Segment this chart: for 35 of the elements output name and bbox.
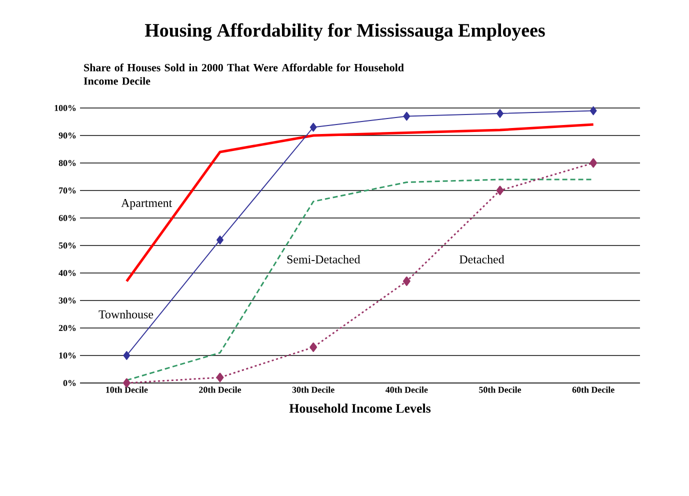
- y-tick-label: 100%: [54, 104, 76, 112]
- series-label: Townhouse: [98, 310, 154, 318]
- y-tick-label: 90%: [58, 132, 76, 139]
- series-label: Semi-Detached: [287, 255, 360, 264]
- x-tick-label: 60th Decile: [572, 386, 614, 393]
- point: [216, 372, 224, 382]
- point: [403, 112, 410, 121]
- x-tick-label: 30th Decile: [292, 386, 334, 393]
- y-tick-label: 10%: [59, 352, 76, 359]
- y-tick-label: 50%: [58, 242, 76, 249]
- chart-subtitle: Share of Houses Sold in 2000 That Were Affordable for Household Income Decile: [84, 64, 404, 85]
- y-tick-label: 30%: [58, 297, 76, 304]
- series-label: Apartment: [121, 199, 172, 210]
- x-tick-label: 50th Decile: [479, 386, 522, 393]
- point: [590, 106, 597, 116]
- point: [496, 186, 504, 196]
- point: [216, 236, 224, 244]
- y-tick-label: 70%: [59, 187, 76, 194]
- x-axis-title: Household Income Levels: [289, 404, 431, 413]
- point: [496, 109, 504, 118]
- y-tick-label: 0%: [63, 380, 76, 386]
- point: [310, 122, 317, 132]
- point: [123, 351, 130, 360]
- series-label: Detached: [460, 255, 504, 264]
- point: [402, 276, 410, 286]
- y-tick-label: 40%: [58, 270, 76, 276]
- point: [310, 342, 318, 352]
- point: [590, 158, 598, 168]
- y-tick-label: 20%: [58, 324, 76, 332]
- y-tick-label: 60%: [58, 214, 76, 222]
- chart-title: Housing Affordability for Mississauga Employees: [144, 23, 545, 41]
- x-tick-label: 20th Decile: [199, 386, 242, 393]
- x-tick-label: 40th Decile: [386, 386, 428, 393]
- x-tick-label: 10th Decile: [106, 386, 148, 393]
- y-tick-label: 80%: [58, 160, 76, 166]
